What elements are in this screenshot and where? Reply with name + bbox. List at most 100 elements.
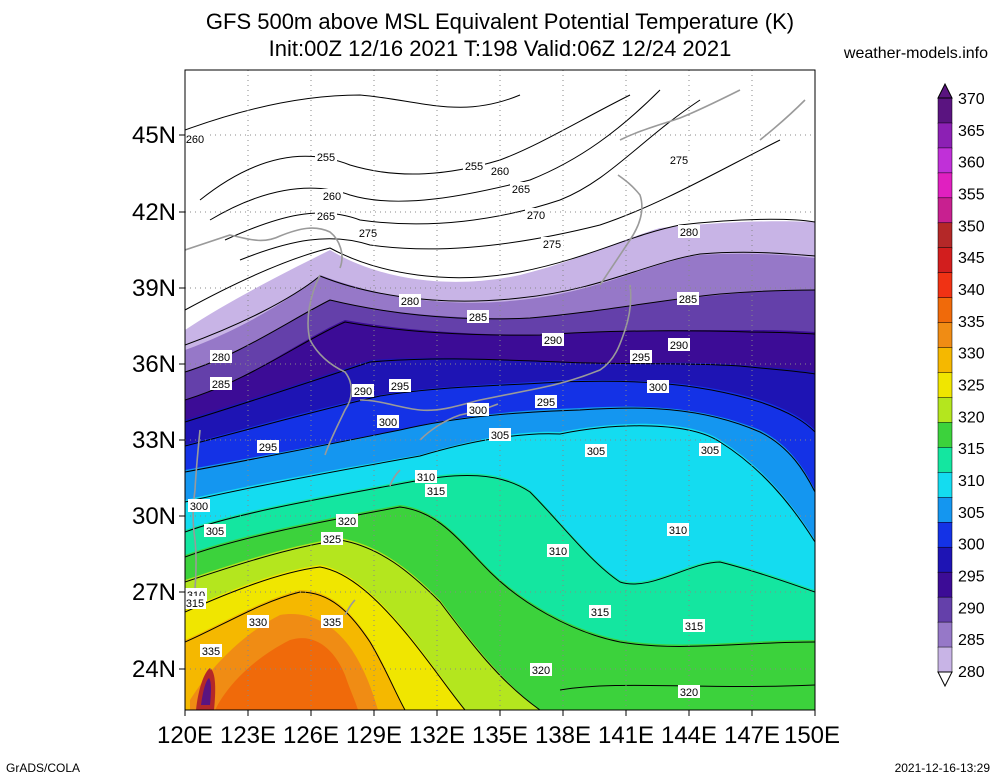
contour-label: 300 <box>649 382 667 394</box>
contour-label-bg <box>210 377 232 390</box>
contour-label: 315 <box>685 621 703 633</box>
colorbar-label: 320 <box>958 409 985 426</box>
contour-label: 255 <box>317 152 335 164</box>
contour-label-bg <box>188 499 210 512</box>
axis-ticks <box>179 134 816 716</box>
contour-label: 330 <box>249 617 267 629</box>
longitude-labels: 120E 123E 126E 129E 132E 135E 138E 141E … <box>157 722 840 749</box>
title-line-2: Init:00Z 12/16 2021 T:198 Valid:06Z 12/2… <box>268 36 732 61</box>
colorbar-label: 350 <box>958 218 985 235</box>
contour-label-bg <box>200 644 222 657</box>
contour-label: 335 <box>202 646 220 658</box>
contour-label: 265 <box>317 211 335 223</box>
colorbar-label: 365 <box>958 123 985 140</box>
colorbar-swatch <box>937 596 953 623</box>
colorbar-swatch <box>937 272 953 299</box>
colorbar-swatch <box>937 122 953 149</box>
colorbar-swatch <box>937 147 953 174</box>
contour-label-bg <box>542 333 564 346</box>
contour-label-bg <box>467 310 489 323</box>
contour-label: 320 <box>338 516 356 528</box>
lon-label: 135E <box>472 722 528 749</box>
lon-label: 147E <box>724 722 780 749</box>
contour-label: 310 <box>549 546 567 558</box>
contour-label-bg <box>257 440 279 453</box>
contour-label: 260 <box>491 166 509 178</box>
contour-label: 315 <box>427 486 445 498</box>
contour-label: 290 <box>354 386 372 398</box>
lon-label: 129E <box>346 722 402 749</box>
contour-label-bg <box>668 338 690 351</box>
colorbar-label: 340 <box>958 282 985 299</box>
contour-label: 285 <box>469 312 487 324</box>
colorbar-label: 290 <box>958 600 985 617</box>
contour-label: 310 <box>669 525 687 537</box>
contour-label: 310 <box>417 472 435 484</box>
colorbar-label: 280 <box>958 664 985 681</box>
colorbar-swatch <box>937 472 953 499</box>
colorbar-swatch <box>937 422 953 449</box>
contour-label-bg <box>541 237 563 250</box>
contour-label-bg <box>678 225 700 238</box>
contour-label-bg <box>204 524 226 537</box>
contour-label: 275 <box>543 239 561 251</box>
lon-label: 123E <box>220 722 276 749</box>
contour-label-bg <box>399 294 421 307</box>
contour-label-bg <box>489 164 511 177</box>
colorbar-swatch <box>937 571 953 598</box>
colorbar-swatch <box>937 297 953 324</box>
contour-label-bg <box>589 605 611 618</box>
latitude-labels: 45N 42N 39N 36N 33N 30N 27N 24N <box>132 122 176 683</box>
contour-label: 320 <box>532 665 550 677</box>
contour-label-bg <box>530 663 552 676</box>
contour-label-bg <box>647 380 669 393</box>
contour-label: 265 <box>512 184 530 196</box>
lon-label: 120E <box>157 722 213 749</box>
colorbar-swatch <box>937 522 953 548</box>
contour-label-bg <box>510 182 532 195</box>
contour-label: 295 <box>391 381 409 393</box>
contour-label-bg <box>630 350 652 363</box>
contour-label: 285 <box>679 294 697 306</box>
contour-label: 275 <box>670 155 688 167</box>
colorbar-swatch <box>937 447 953 474</box>
contour-label-bg <box>321 532 343 545</box>
contour-label: 295 <box>537 397 555 409</box>
contour-label-bg <box>585 444 607 457</box>
contour-label: 300 <box>190 501 208 513</box>
lat-label: 24N <box>132 656 176 683</box>
colorbar-min-arrow <box>937 671 953 688</box>
contour-label-bg <box>321 189 343 202</box>
lon-label: 132E <box>409 722 465 749</box>
contour-label: 255 <box>465 161 483 173</box>
colorbar-swatch <box>937 322 953 349</box>
contour-label: 260 <box>186 134 204 146</box>
lon-label: 138E <box>535 722 591 749</box>
contour-label: 315 <box>186 598 204 610</box>
lon-label: 141E <box>598 722 654 749</box>
contour-label-bg <box>525 208 547 221</box>
footer-timestamp: 2021-12-16-13:29 <box>894 761 990 775</box>
colorbar-label: 345 <box>958 250 985 267</box>
contour-label: 295 <box>632 352 650 364</box>
contour-label-bg <box>352 384 374 397</box>
contour-label-bg <box>678 685 700 698</box>
lat-label: 45N <box>132 122 176 149</box>
colorbar-swatch <box>937 197 953 224</box>
contour-label: 290 <box>544 335 562 347</box>
contour-label: 305 <box>587 446 605 458</box>
lon-label: 150E <box>784 722 840 749</box>
lat-label: 39N <box>132 275 176 302</box>
colorbar-label: 355 <box>958 187 985 204</box>
contour-label-bg <box>535 395 557 408</box>
contour-label-bg <box>699 443 721 456</box>
contour-label: 280 <box>401 296 419 308</box>
graticule <box>185 70 815 710</box>
contour-label: 305 <box>206 526 224 538</box>
lat-label: 36N <box>132 351 176 378</box>
colorbar-label: 295 <box>958 569 985 586</box>
contour-label: 325 <box>323 534 341 546</box>
colorbar-label: 360 <box>958 155 985 172</box>
